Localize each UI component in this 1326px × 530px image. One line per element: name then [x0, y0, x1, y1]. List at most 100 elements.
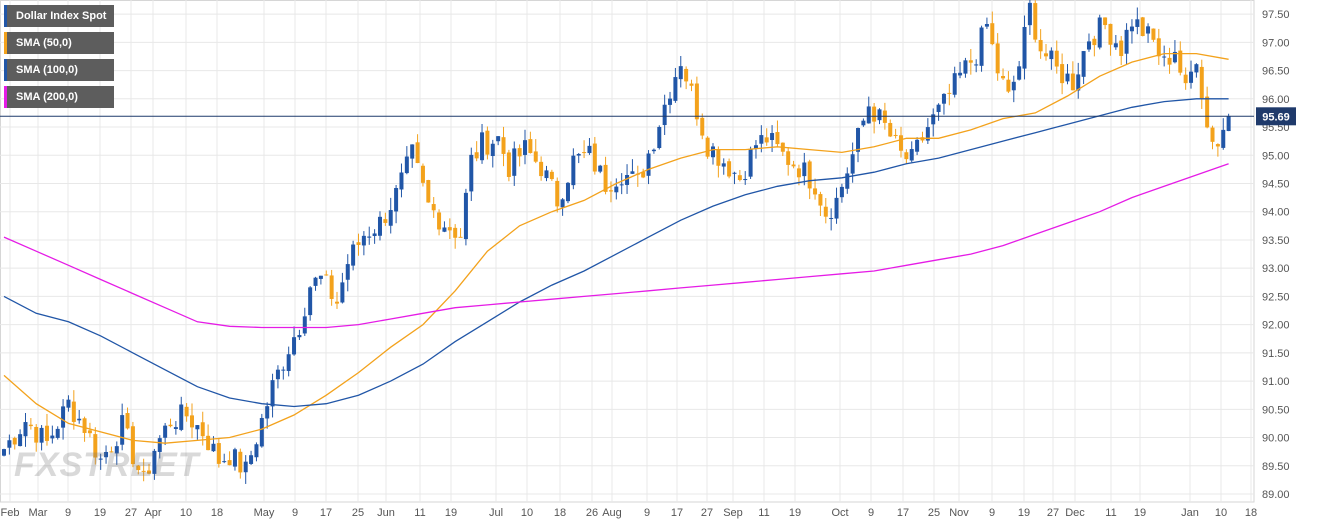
- x-tick-label: Apr: [144, 507, 161, 519]
- candle-bull: [1221, 129, 1226, 148]
- candle-bull: [598, 165, 603, 172]
- y-tick-label: 90.50: [1262, 404, 1290, 416]
- candle-bear: [517, 148, 522, 157]
- candle-bear: [184, 406, 189, 417]
- current-price-tag: [1256, 107, 1296, 126]
- candle-bear: [872, 106, 877, 122]
- candle-bear: [807, 161, 812, 189]
- candle-bull: [98, 458, 103, 460]
- x-tick-label: 17: [671, 507, 683, 519]
- candle-bear: [238, 451, 243, 473]
- candle-bull: [179, 404, 184, 430]
- candle-bull: [1076, 74, 1081, 91]
- x-tick-label: Aug: [602, 507, 622, 519]
- candle-bull: [866, 106, 871, 124]
- candle-bull: [743, 179, 748, 181]
- legend-item-sma200: SMA (200,0): [4, 86, 115, 108]
- candle-bull: [732, 172, 737, 174]
- candle-bull: [388, 210, 393, 226]
- y-tick-label: 90.00: [1262, 433, 1290, 445]
- candle-bull: [410, 144, 415, 159]
- x-tick-label: 9: [644, 507, 650, 519]
- candle-bull: [308, 287, 313, 316]
- candle-bull: [243, 461, 248, 473]
- candle-bull: [232, 449, 237, 467]
- candle-bull: [1124, 29, 1129, 54]
- candle-bear: [1183, 74, 1188, 84]
- y-tick-label: 96.00: [1262, 94, 1290, 106]
- y-tick-label: 95.00: [1262, 150, 1290, 162]
- candle-bear: [1119, 40, 1124, 57]
- candle-bear: [1156, 38, 1161, 57]
- candle-bear: [415, 142, 420, 164]
- candle-bear: [335, 301, 340, 304]
- candle-bear: [818, 194, 823, 206]
- candle-bull: [1097, 17, 1102, 48]
- candle-bull: [834, 197, 839, 219]
- candle-bear: [689, 83, 694, 86]
- candle-bull: [394, 188, 399, 212]
- candle-bear: [888, 122, 893, 137]
- candle-bull: [861, 120, 866, 126]
- x-tick-label: 11: [758, 507, 769, 519]
- candle-bull: [1081, 51, 1086, 77]
- candle-bull: [544, 170, 549, 179]
- candle-bull: [565, 182, 570, 202]
- y-tick-label: 97.00: [1262, 37, 1290, 49]
- candle-bull: [614, 186, 619, 193]
- x-tick-label: May: [254, 507, 275, 519]
- candle-bull: [490, 143, 495, 157]
- candle-bull: [259, 417, 264, 447]
- y-tick-label: 97.50: [1262, 9, 1290, 21]
- candle-bull: [710, 146, 715, 158]
- candle-bull: [958, 72, 963, 76]
- candle-bear: [437, 212, 442, 230]
- candle-bull: [469, 154, 474, 192]
- candle-bull: [361, 235, 366, 246]
- x-tick-label: 9: [989, 507, 995, 519]
- candle-bull: [673, 77, 678, 101]
- candle-bull: [662, 104, 667, 126]
- candle-bull: [377, 216, 382, 236]
- legend-item-price: Dollar Index Spot: [4, 5, 115, 27]
- candle-bull: [1011, 81, 1016, 91]
- legend-swatch-price: [4, 5, 7, 27]
- legend-item-sma50: SMA (50,0): [4, 32, 115, 54]
- legend-label-sma50: SMA (50,0): [16, 37, 72, 49]
- x-tick-label: 10: [521, 507, 533, 519]
- candle-bull: [55, 428, 60, 438]
- candle-bull: [646, 153, 651, 176]
- candle-bull: [1027, 2, 1032, 26]
- legend: Dollar Index Spot SMA (50,0) SMA (100,0)…: [4, 5, 115, 113]
- candle-bear: [324, 274, 329, 276]
- candle-bull: [856, 128, 861, 152]
- candle-bear: [125, 413, 130, 429]
- x-tick-label: 19: [445, 507, 457, 519]
- x-tick-label: 11: [1105, 507, 1116, 519]
- plot-border: [0, 0, 1255, 503]
- current-price-label: 95.69: [1262, 111, 1290, 123]
- candle-bear: [71, 401, 76, 422]
- candle-bull: [463, 192, 468, 240]
- candle-bull: [1017, 66, 1022, 80]
- candle-bull: [936, 104, 941, 113]
- sma200-line: [3, 163, 1229, 329]
- candle-bear: [947, 92, 952, 94]
- candle-bear: [168, 424, 173, 427]
- candle-bear: [82, 418, 87, 433]
- candle-bull: [678, 66, 683, 80]
- candle-bear: [147, 470, 152, 474]
- x-tick-label: 26: [586, 507, 598, 519]
- candle-bear: [1178, 50, 1183, 73]
- candle-bull: [619, 184, 624, 186]
- candle-bull: [802, 162, 807, 177]
- candle-bear: [474, 152, 479, 159]
- y-tick-label: 92.50: [1262, 291, 1290, 303]
- y-tick-label: 91.50: [1262, 348, 1290, 360]
- candle-bull: [1146, 26, 1151, 34]
- candle-bear: [506, 152, 511, 177]
- candle-bull: [721, 163, 726, 167]
- candle-bull: [523, 140, 528, 155]
- candle-bull: [7, 440, 12, 448]
